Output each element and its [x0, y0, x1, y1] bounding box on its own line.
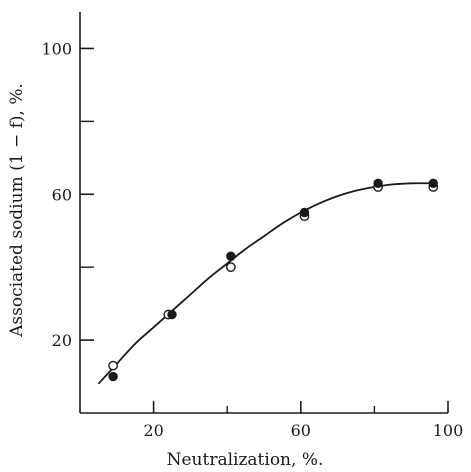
fit-curve	[97, 182, 430, 385]
fit-curve-group	[97, 182, 430, 385]
y-tick-label: 60	[52, 185, 72, 204]
open-data-point	[225, 262, 236, 273]
y-tick-label: 20	[52, 331, 72, 350]
filled-data-point	[226, 251, 236, 261]
x-tick-label: 20	[143, 421, 163, 440]
y-tick-label: 100	[41, 39, 72, 58]
open-data-point	[108, 360, 119, 371]
y-axis-label: Associated sodium (1 − f), %.	[7, 83, 27, 338]
filled-data-point	[299, 207, 310, 218]
axes	[79, 12, 448, 414]
filled-data-point	[167, 309, 177, 320]
filled-data-point	[428, 178, 438, 189]
axis-labels: Neutralization, %. Associated sodium (1 …	[7, 83, 323, 470]
ticks: 20 60 100 20 60 100	[41, 39, 463, 440]
filled-data-point	[108, 371, 118, 382]
filled-data-point	[373, 178, 383, 189]
x-tick-label: 100	[433, 421, 464, 440]
x-axis-label: Neutralization, %.	[167, 450, 324, 470]
data-points	[108, 178, 439, 382]
x-tick-label: 60	[291, 421, 311, 440]
